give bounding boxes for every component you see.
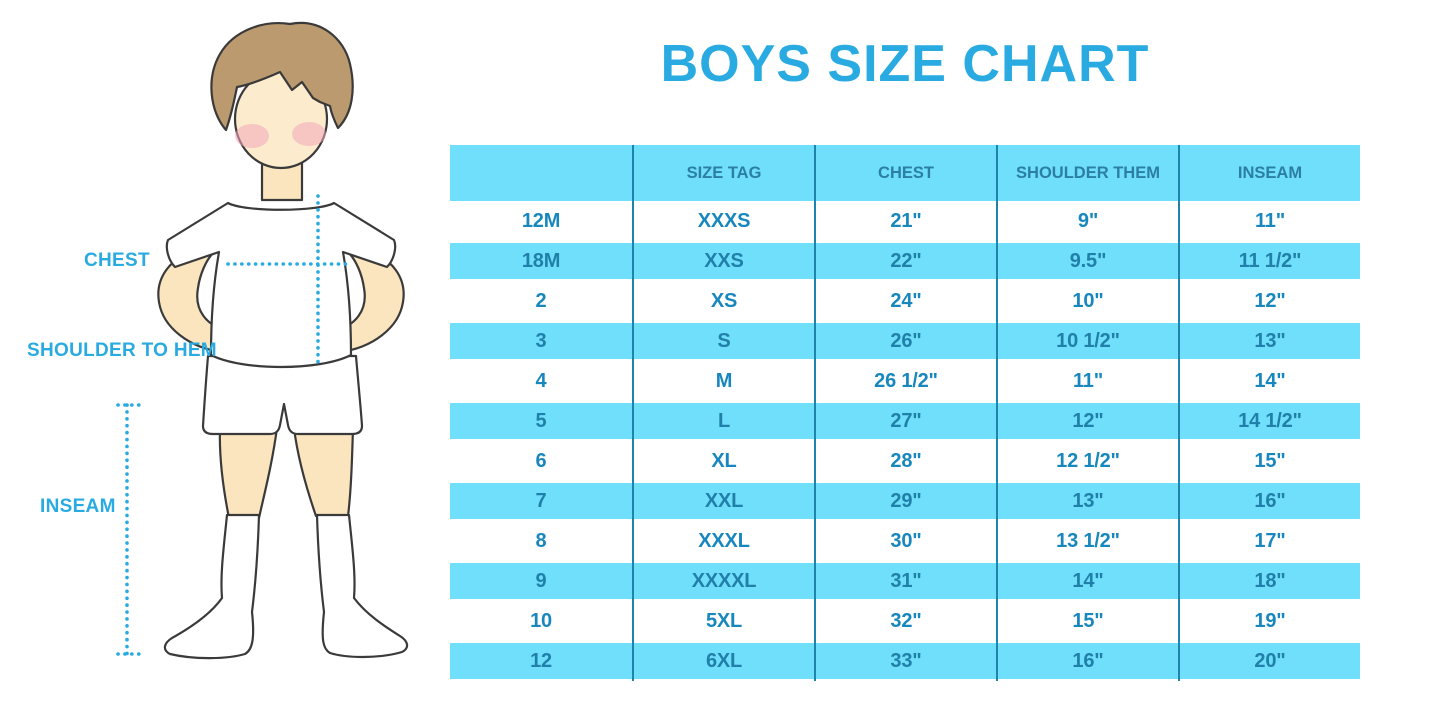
boy-right-sock xyxy=(315,513,409,659)
table-cell: 10 1/2" xyxy=(996,321,1178,361)
table-cell: XXL xyxy=(632,481,814,521)
table-cell: 20" xyxy=(1178,641,1360,681)
shoulder-to-hem-label: SHOULDER TO HEM xyxy=(27,340,217,361)
table-cell: L xyxy=(632,401,814,441)
table-cell: 12 xyxy=(530,649,552,672)
table-cell: 10" xyxy=(996,281,1178,321)
table-cell: 12M xyxy=(521,209,561,232)
table-cell: 15" xyxy=(996,601,1178,641)
boy-left-sock xyxy=(163,513,261,660)
table-cell: S xyxy=(632,321,814,361)
table-cell: 26" xyxy=(814,321,996,361)
table-cell: 30" xyxy=(814,521,996,561)
table-cell: 15" xyxy=(1178,441,1360,481)
table-cell: 17" xyxy=(1178,521,1360,561)
table-cell: 13" xyxy=(996,481,1178,521)
size-table: SIZE TAG CHEST SHOULDER THEM INSEAM 12M XXXS… xyxy=(450,145,1360,681)
table-cell: 6XL xyxy=(632,641,814,681)
table-row: 5 L 27" 12" 14 1/2" xyxy=(450,401,1360,441)
table-cell: 29" xyxy=(814,481,996,521)
page-title: BOYS SIZE CHART xyxy=(660,35,1150,93)
table-cell: 26 1/2" xyxy=(814,361,996,401)
table-cell: 9.5" xyxy=(996,241,1178,281)
table-cell: 21" xyxy=(814,201,996,241)
table-cell: 2 xyxy=(535,289,547,312)
table-cell: 6 xyxy=(535,449,547,472)
table-cell: XXXS xyxy=(632,201,814,241)
table-cell: XL xyxy=(632,441,814,481)
table-cell: 24" xyxy=(814,281,996,321)
table-row: 2 XS 24" 10" 12" xyxy=(450,281,1360,321)
boy-hair xyxy=(210,21,354,132)
table-row: 7 XXL 29" 13" 16" xyxy=(450,481,1360,521)
table-cell: XS xyxy=(632,281,814,321)
boy-left-leg xyxy=(218,426,279,520)
table-cell: 14 1/2" xyxy=(1178,401,1360,441)
boy-tshirt xyxy=(165,201,397,369)
table-cell: XXXL xyxy=(632,521,814,561)
table-cell: 31" xyxy=(814,561,996,601)
table-cell: 27" xyxy=(814,401,996,441)
table-header-row: SIZE TAG CHEST SHOULDER THEM INSEAM xyxy=(450,145,1360,201)
table-row: 3 S 26" 10 1/2" 13" xyxy=(450,321,1360,361)
table-cell: 12 1/2" xyxy=(996,441,1178,481)
boy-shorts xyxy=(201,354,364,436)
table-row: 8 XXXL 30" 13 1/2" 17" xyxy=(450,521,1360,561)
column-header xyxy=(450,145,632,201)
table-cell: 8 xyxy=(535,529,547,552)
table-cell: 13" xyxy=(1178,321,1360,361)
table-row: 12 6XL 33" 16" 20" xyxy=(450,641,1360,681)
table-cell: 19" xyxy=(1178,601,1360,641)
table-cell: 11" xyxy=(996,361,1178,401)
chest-label: CHEST xyxy=(84,250,150,271)
table-cell: 3 xyxy=(535,329,547,352)
table-cell: 4 xyxy=(535,369,547,392)
table-row: 6 XL 28" 12 1/2" 15" xyxy=(450,441,1360,481)
table-row: 12M XXXS 21" 9" 11" xyxy=(450,201,1360,241)
table-cell: 5XL xyxy=(632,601,814,641)
table-cell: 14" xyxy=(1178,361,1360,401)
table-row: 4 M 26 1/2" 11" 14" xyxy=(450,361,1360,401)
column-header: SHOULDER THEM xyxy=(996,145,1178,201)
table-cell: 33" xyxy=(814,641,996,681)
table-cell: 28" xyxy=(814,441,996,481)
table-cell: 13 1/2" xyxy=(996,521,1178,561)
column-header: SIZE TAG xyxy=(632,145,814,201)
table-cell: 9" xyxy=(996,201,1178,241)
table-cell: XXS xyxy=(632,241,814,281)
table-cell: M xyxy=(632,361,814,401)
table-cell: 7 xyxy=(535,489,547,512)
boy-left-cheek xyxy=(235,124,269,148)
table-row: 9 XXXXL 31" 14" 18" xyxy=(450,561,1360,601)
table-cell: 18" xyxy=(1178,561,1360,601)
table-row: 18M XXS 22" 9.5" 11 1/2" xyxy=(450,241,1360,281)
boy-right-cheek xyxy=(292,122,326,146)
table-cell: 18M xyxy=(521,249,561,272)
boy-right-leg xyxy=(292,426,355,518)
column-header: CHEST xyxy=(814,145,996,201)
table-cell: 5 xyxy=(535,409,547,432)
table-cell: 32" xyxy=(814,601,996,641)
table-cell: 9 xyxy=(535,569,547,592)
table-cell: 16" xyxy=(996,641,1178,681)
table-cell: 11" xyxy=(1178,201,1360,241)
table-body: 12M XXXS 21" 9" 11" 18M XXS 22" 9.5" 11 1/2" 2 XS 24… xyxy=(450,201,1360,681)
table-cell: 22" xyxy=(814,241,996,281)
table-cell: 14" xyxy=(996,561,1178,601)
boy-illustration xyxy=(116,21,409,660)
table-cell: 16" xyxy=(1178,481,1360,521)
table-cell: XXXXL xyxy=(632,561,814,601)
table-cell: 10 xyxy=(530,609,552,632)
table-cell: 12" xyxy=(1178,281,1360,321)
table-cell: 11 1/2" xyxy=(1178,241,1360,281)
inseam-label: INSEAM xyxy=(40,496,116,517)
table-row: 10 5XL 32" 15" 19" xyxy=(450,601,1360,641)
table-cell: 12" xyxy=(996,401,1178,441)
column-header: INSEAM xyxy=(1178,145,1360,201)
